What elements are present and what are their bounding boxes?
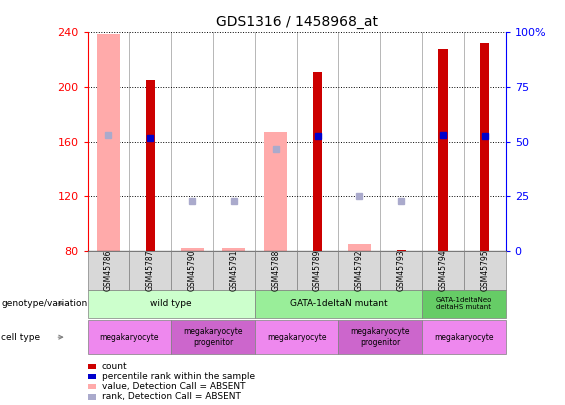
Text: GSM45786: GSM45786 (104, 249, 113, 291)
Text: GSM45792: GSM45792 (355, 249, 364, 291)
Text: GSM45789: GSM45789 (313, 249, 322, 291)
Text: cell type: cell type (1, 333, 40, 342)
Text: GATA-1deltaNeo
deltaHS mutant: GATA-1deltaNeo deltaHS mutant (436, 297, 492, 310)
Text: megakaryocyte: megakaryocyte (434, 333, 494, 342)
Text: GSM45791: GSM45791 (229, 249, 238, 291)
Bar (438, 49, 447, 251)
Bar (348, 244, 371, 251)
Bar (397, 250, 406, 251)
Text: value, Detection Call = ABSENT: value, Detection Call = ABSENT (102, 382, 245, 391)
Title: GDS1316 / 1458968_at: GDS1316 / 1458968_at (216, 15, 377, 29)
Text: GSM45790: GSM45790 (188, 249, 197, 291)
Bar (181, 248, 203, 251)
Text: megakaryocyte: megakaryocyte (99, 333, 159, 342)
Text: wild type: wild type (150, 299, 192, 308)
Text: rank, Detection Call = ABSENT: rank, Detection Call = ABSENT (102, 392, 241, 401)
Text: megakaryocyte
progenitor: megakaryocyte progenitor (183, 328, 243, 347)
Text: GATA-1deltaN mutant: GATA-1deltaN mutant (290, 299, 387, 308)
Text: genotype/variation: genotype/variation (1, 299, 88, 308)
Bar (97, 34, 120, 251)
Text: percentile rank within the sample: percentile rank within the sample (102, 372, 255, 381)
Text: GSM45787: GSM45787 (146, 249, 155, 291)
Bar (480, 43, 489, 251)
Text: GSM45788: GSM45788 (271, 249, 280, 291)
Bar (264, 132, 287, 251)
Text: count: count (102, 362, 127, 371)
Text: megakaryocyte
progenitor: megakaryocyte progenitor (350, 328, 410, 347)
Text: GSM45794: GSM45794 (438, 249, 447, 291)
Text: megakaryocyte: megakaryocyte (267, 333, 327, 342)
Bar (313, 72, 322, 251)
Text: GSM45795: GSM45795 (480, 249, 489, 291)
Bar (223, 248, 245, 251)
Text: GSM45793: GSM45793 (397, 249, 406, 291)
Bar (146, 80, 155, 251)
